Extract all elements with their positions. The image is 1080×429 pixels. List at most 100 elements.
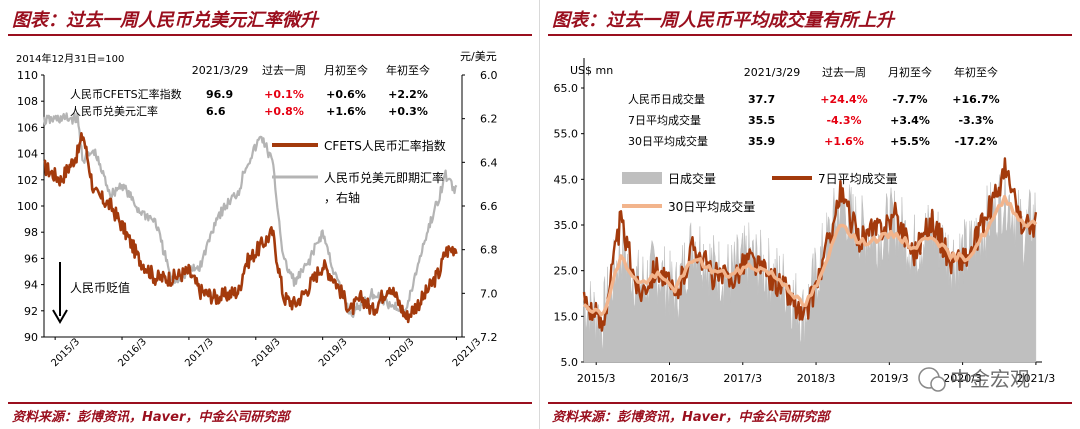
left-title-rule <box>8 34 532 36</box>
legend-label-7d: 7日平均成交量 <box>818 171 898 186</box>
usdcny-spot-line <box>42 112 458 318</box>
left-y-tick-label: 96 <box>24 252 38 265</box>
table-cell: 35.5 <box>748 114 775 127</box>
x-tick-label: 2019/3 <box>317 336 350 369</box>
legend-label-usdcny-cont: ，右轴 <box>324 190 360 205</box>
legend-label-daily: 日成交量 <box>668 171 716 186</box>
table-row-label: 人民币日成交量 <box>628 92 705 106</box>
unit-label: US$ mn <box>570 64 613 77</box>
table-cell: -17.2% <box>955 135 998 148</box>
right-y-tick-label: 6.4 <box>480 156 498 169</box>
legend-swatch-daily <box>622 172 662 184</box>
table-row-label: 人民币CFETS汇率指数 <box>70 87 182 101</box>
table-row-label: 7日平均成交量 <box>628 113 701 127</box>
x-tick-label: 2015/3 <box>577 372 616 385</box>
y-tick-label: 25.0 <box>554 265 579 278</box>
right-y-tick-label: 7.0 <box>480 287 498 300</box>
table-header: 2021/3/29 <box>744 66 800 79</box>
right-chart-title: 图表：过去一周人民币平均成交量有所上升 <box>552 10 894 31</box>
table-cell: +5.5% <box>890 135 930 148</box>
left-y-tick-label: 106 <box>17 121 38 134</box>
left-y-tick-label: 104 <box>17 148 38 161</box>
x-tick-label: 2018/3 <box>250 336 283 369</box>
table-cell: 6.6 <box>206 105 226 118</box>
legend-label-cfets: CFETS人民币汇率指数 <box>324 138 446 153</box>
right-y-tick-label: 7.2 <box>480 331 498 344</box>
table-row-label: 30日平均成交量 <box>628 134 708 148</box>
table-header: 年初至今 <box>386 63 430 77</box>
x-tick-label: 2016/3 <box>116 336 149 369</box>
x-tick-label: 2020/3 <box>384 336 417 369</box>
table-cell: 35.9 <box>748 135 775 148</box>
table-cell: +3.4% <box>890 114 930 127</box>
legend-label-30d: 30日平均成交量 <box>668 199 755 214</box>
x-tick-label: 2017/3 <box>183 336 216 369</box>
x-tick-label: 2019/3 <box>870 372 909 385</box>
x-tick-label: 2018/3 <box>797 372 836 385</box>
right-y-tick-label: 6.6 <box>480 200 498 213</box>
x-tick-label: 2017/3 <box>723 372 762 385</box>
right-source-rule <box>548 402 1072 404</box>
right-source: 资料来源：彭博资讯，Haver，中金公司研究部 <box>552 410 830 425</box>
y-tick-label: 45.0 <box>554 173 579 186</box>
base-note: 2014年12月31日=100 <box>16 52 124 65</box>
left-source-rule <box>8 402 532 404</box>
left-source: 资料来源：彭博资讯，Haver，中金公司研究部 <box>12 410 290 425</box>
table-cell: -4.3% <box>826 114 861 127</box>
left-chart-title: 图表：过去一周人民币兑美元汇率微升 <box>12 10 318 31</box>
table-cell: -7.7% <box>892 93 927 106</box>
left-y-tick-label: 92 <box>24 305 38 318</box>
table-header: 过去一周 <box>262 64 306 77</box>
left-y-tick-label: 90 <box>24 331 38 344</box>
y-tick-label: 65.0 <box>554 82 579 95</box>
table-cell: +24.4% <box>820 93 867 106</box>
left-y-tick-label: 108 <box>17 95 38 108</box>
table-header: 2021/3/29 <box>192 64 248 77</box>
x-tick-label: 2016/3 <box>650 372 689 385</box>
legend-label-usdcny: 人民币兑美元即期汇率 <box>324 170 444 185</box>
table-cell: +2.2% <box>388 88 428 101</box>
daily-volume-area <box>583 156 1037 363</box>
y-tick-label: 55.0 <box>554 128 579 141</box>
x-tick-label: 2020/3 <box>943 372 982 385</box>
wechat-icon-inner <box>930 376 946 392</box>
table-header: 过去一周 <box>822 66 866 79</box>
table-cell: 37.7 <box>748 93 775 106</box>
left-panel: 图表：过去一周人民币兑美元汇率微升 2014年12月31日=100 元/美元 90 9… <box>8 10 532 425</box>
table-row-label: 人民币兑美元汇率 <box>70 104 158 118</box>
right-chart: US$ mn 5.0 15.0 25.0 35.0 45.0 55.0 65.0 2015/3 2… <box>554 58 1055 392</box>
table-header: 月初至今 <box>324 63 368 77</box>
right-y-tick-label: 6.2 <box>480 113 498 126</box>
x-tick-label: 2015/3 <box>49 336 82 369</box>
left-y-tick-label: 98 <box>24 226 38 239</box>
panel-divider <box>539 0 540 429</box>
table-cell: +16.7% <box>952 93 999 106</box>
table-cell: +0.3% <box>388 105 428 118</box>
y-tick-label: 5.0 <box>561 356 579 369</box>
table-header: 月初至今 <box>888 65 932 79</box>
right-y-tick-label: 6.8 <box>480 244 498 257</box>
table-cell: 96.9 <box>206 88 233 101</box>
cfets-index-line <box>43 132 458 324</box>
right-y-tick-label: 6.0 <box>480 69 498 82</box>
y-tick-label: 15.0 <box>554 310 579 323</box>
right-axis-unit: 元/美元 <box>460 50 497 63</box>
table-header: 年初至今 <box>954 65 998 79</box>
table-cell: +0.8% <box>264 105 304 118</box>
left-y-tick-label: 100 <box>17 200 38 213</box>
table-cell: -3.3% <box>958 114 993 127</box>
depreciation-arrow-label: 人民币贬值 <box>70 280 130 295</box>
watermark-text: 中金宏观 <box>950 367 1030 391</box>
left-y-tick-label: 110 <box>17 69 38 82</box>
depreciation-arrow-head <box>52 309 68 324</box>
thirty-day-avg-line <box>582 194 1038 317</box>
x-tick-label: 2021/3 <box>451 336 484 369</box>
left-y-tick-label: 94 <box>24 279 38 292</box>
table-cell: +0.6% <box>326 88 366 101</box>
left-chart: 2014年12月31日=100 元/美元 90 92 94 96 98 100 102 104 10… <box>16 50 498 369</box>
left-y-tick-label: 102 <box>17 174 38 187</box>
table-cell: +1.6% <box>326 105 366 118</box>
y-tick-label: 35.0 <box>554 219 579 232</box>
table-cell: +0.1% <box>264 88 304 101</box>
right-title-rule <box>548 34 1072 36</box>
